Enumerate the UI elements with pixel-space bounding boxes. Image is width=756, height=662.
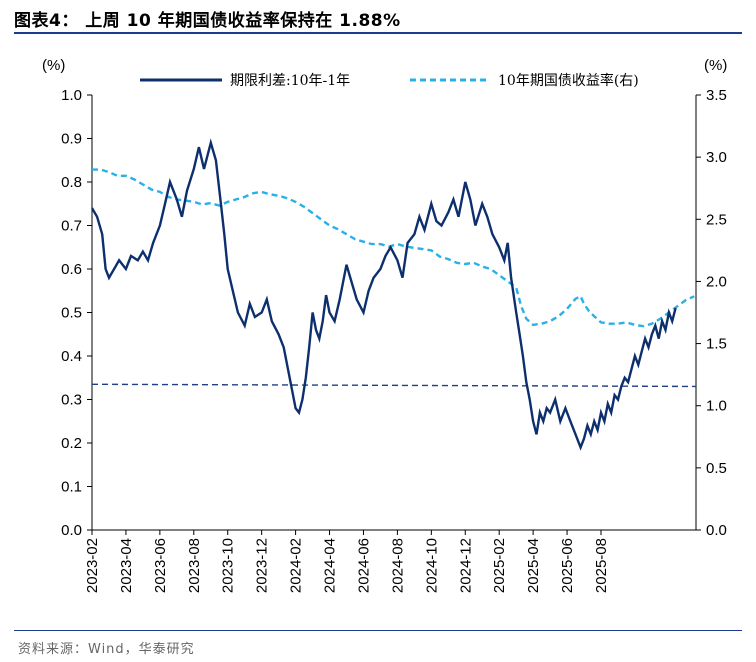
- x-tick-label: 2024-08: [389, 538, 406, 593]
- legend: 期限利差:10年-1年 10年期国债收益率(右): [140, 72, 639, 89]
- x-tick-label: 2025-04: [525, 538, 542, 593]
- footer-rule: [14, 630, 742, 631]
- source-note: 资料来源：Wind，华泰研究: [18, 642, 195, 657]
- x-tick-label: 2024-12: [457, 538, 474, 593]
- x-tick-label: 2025-02: [491, 538, 508, 593]
- right-tick-label: 0.0: [706, 522, 727, 539]
- left-tick-label: 0.5: [61, 305, 82, 322]
- right-tick-label: 1.0: [706, 398, 727, 415]
- left-tick-label: 0.9: [61, 131, 82, 148]
- right-tick-label: 2.0: [706, 273, 727, 290]
- chart-title: 图表4： 上周 10 年期国债收益率保持在 1.88%: [14, 11, 401, 31]
- left-tick-label: 0.1: [61, 479, 82, 496]
- x-tick-label: 2023-04: [118, 538, 135, 593]
- right-axis-unit: (%): [704, 57, 727, 74]
- left-tick-label: 0.3: [61, 392, 82, 409]
- left-tick-label: 1.0: [61, 87, 82, 104]
- left-tick-label: 0.4: [61, 348, 82, 365]
- left-axis-ticks: 0.0 0.1 0.2 0.3 0.4 0.5 0.6 0.7 0.8 0.9 1.0: [61, 87, 92, 539]
- x-tick-label: 2023-02: [84, 538, 101, 593]
- x-axis-ticks: 2023-02 2023-04 2023-06 2023-08 2023-10 2023-…: [84, 530, 610, 593]
- reference-line: [91, 383, 697, 388]
- title-rule: [14, 32, 742, 34]
- right-axis-ticks: 0.0 0.5 1.0 1.5 2.0 2.5 3.0 3.5: [696, 87, 727, 539]
- x-tick-label: 2023-06: [152, 538, 169, 593]
- left-tick-label: 0.8: [61, 174, 82, 191]
- x-tick-label: 2024-10: [423, 538, 440, 593]
- left-tick-label: 0.7: [61, 218, 82, 235]
- right-tick-label: 2.5: [706, 211, 727, 228]
- right-tick-label: 3.0: [706, 149, 727, 166]
- legend-spread-label: 期限利差:10年-1年: [230, 73, 350, 89]
- x-tick-label: 2023-08: [186, 538, 203, 593]
- x-tick-label: 2023-10: [220, 538, 237, 593]
- x-tick-label: 2024-04: [322, 538, 339, 593]
- left-tick-label: 0.6: [61, 261, 82, 278]
- right-tick-label: 1.5: [706, 336, 727, 353]
- right-tick-label: 3.5: [706, 87, 727, 104]
- spread-series-line: [90, 138, 677, 451]
- left-tick-label: 0.0: [61, 522, 82, 539]
- x-tick-label: 2023-12: [254, 538, 271, 593]
- x-tick-label: 2025-08: [593, 538, 610, 593]
- right-tick-label: 0.5: [706, 460, 727, 477]
- x-tick-label: 2024-06: [355, 538, 372, 593]
- left-tick-label: 0.2: [61, 435, 82, 452]
- x-tick-label: 2025-06: [559, 538, 576, 593]
- left-axis-unit: (%): [42, 57, 65, 74]
- legend-yield-label: 10年期国债收益率(右): [498, 72, 639, 89]
- yield-series-line: [92, 168, 695, 328]
- x-tick-label: 2024-02: [288, 538, 305, 593]
